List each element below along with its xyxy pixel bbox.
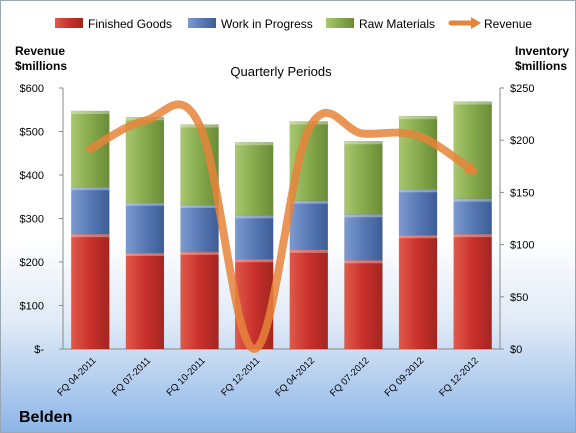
left-axis-label-line2: $millions (15, 59, 67, 73)
legend-arrow-revenue (471, 17, 481, 29)
category-label: FQ 07-2012 (328, 355, 372, 399)
left-tick-label: $100 (20, 301, 44, 313)
bar-raw-materials (234, 142, 274, 216)
legend-label-revenue: Revenue (484, 17, 532, 31)
bar-finished-goods (71, 233, 110, 350)
bar-work-in-progress-cap (235, 215, 274, 219)
bar-finished-goods (453, 233, 492, 350)
bar-work-in-progress (453, 198, 492, 235)
left-tick-label: $- (34, 344, 44, 356)
bar-work-in-progress-cap (71, 187, 110, 191)
category-label: FQ 12-2011 (219, 355, 262, 398)
bar-finished-goods-cap (71, 234, 110, 238)
bar-finished-goods (398, 234, 438, 350)
bar-raw-materials (125, 116, 165, 204)
bar-work-in-progress (125, 202, 165, 254)
legend-label-finished-goods: Finished Goods (88, 17, 172, 31)
left-tick-label: $200 (20, 257, 44, 269)
chart-title: Quarterly Periods (230, 64, 332, 79)
category-label: FQ 04-2011 (55, 355, 98, 398)
bar-finished-goods (180, 251, 219, 350)
legend-swatch-work-in-progress (188, 18, 216, 28)
bar-work-in-progress-cap (180, 204, 219, 208)
bar-finished-goods (125, 252, 165, 350)
bar-finished-goods (289, 249, 329, 350)
right-tick-label: $200 (510, 135, 534, 147)
bar-raw-materials-cap (344, 141, 383, 145)
bar-finished-goods-cap (289, 249, 328, 253)
left-tick-label: $600 (20, 83, 44, 95)
bar-finished-goods-cap (125, 252, 164, 256)
right-tick-label: $250 (510, 83, 534, 95)
left-tick-label: $400 (20, 170, 44, 182)
bar-work-in-progress (344, 214, 383, 261)
bar-work-in-progress-cap (344, 214, 383, 218)
bar-work-in-progress (180, 204, 219, 253)
right-axis-label-line2: $millions (515, 59, 567, 73)
left-axis-label-line1: Revenue (15, 44, 65, 58)
bar-finished-goods-cap (344, 260, 383, 264)
legend-label-work-in-progress: Work in Progress (221, 17, 313, 31)
bar-raw-materials-cap (71, 110, 110, 114)
legend-swatch-finished-goods (55, 18, 83, 28)
plot-area: $- $100 $200 $300 $400 $500 $600 $0 $50 $100 $150 $… (20, 83, 535, 399)
right-tick-label: $0 (510, 344, 522, 356)
bar-work-in-progress (234, 215, 274, 260)
legend-label-raw-materials: Raw Materials (359, 17, 435, 31)
category-label: FQ 07-2011 (110, 355, 153, 398)
right-tick-label: $150 (510, 187, 534, 199)
bar-raw-materials (344, 140, 383, 215)
category-label: FQ 09-2012 (383, 355, 427, 399)
bar-work-in-progress-cap (289, 200, 328, 204)
bar-finished-goods (344, 260, 383, 350)
right-axis-label-line1: Inventory (515, 44, 569, 58)
bar-finished-goods-cap (235, 259, 274, 263)
legend-swatch-raw-materials (326, 18, 354, 28)
company-name: Belden (19, 409, 72, 426)
bar-finished-goods-cap (180, 251, 219, 255)
bar-work-in-progress-cap (125, 202, 164, 206)
left-tick-label: $500 (20, 127, 44, 139)
bar-work-in-progress (289, 200, 329, 251)
bar-raw-materials (453, 101, 492, 199)
right-tick-label: $50 (510, 292, 528, 304)
bar-raw-materials-cap (399, 116, 438, 120)
category-label: FQ 10-2011 (165, 355, 208, 398)
bar-finished-goods-cap (453, 234, 492, 238)
category-label: FQ 12-2012 (437, 355, 481, 399)
legend: Finished Goods Work in Progress Raw Materi… (55, 17, 532, 31)
bar-raw-materials (398, 115, 438, 190)
bar-raw-materials-cap (235, 142, 274, 146)
bar-work-in-progress (71, 186, 110, 235)
bar-work-in-progress-cap (453, 198, 492, 202)
left-tick-label: $300 (20, 214, 44, 226)
bar-work-in-progress (398, 189, 438, 236)
revenue-line (86, 100, 477, 353)
revenue-arrowhead (463, 161, 478, 174)
bar-raw-materials-cap (453, 101, 492, 105)
category-label: FQ 04-2012 (273, 355, 317, 399)
right-tick-label: $100 (510, 240, 534, 252)
bar-work-in-progress-cap (399, 189, 438, 193)
bar-finished-goods-cap (399, 235, 438, 239)
